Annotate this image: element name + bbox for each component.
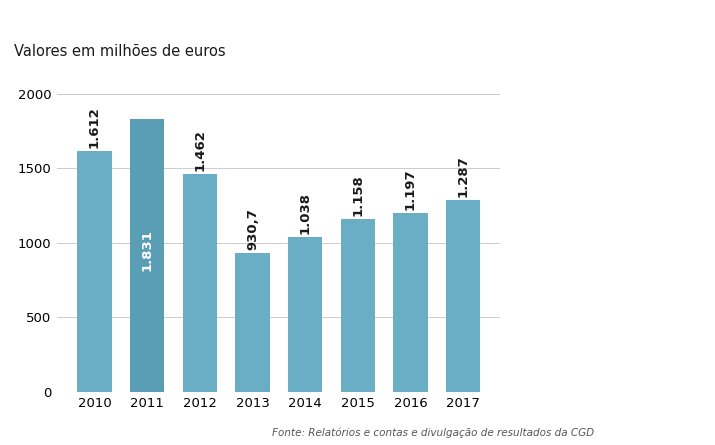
Text: Valores em milhões de euros: Valores em milhões de euros <box>14 44 226 60</box>
Text: 1.462: 1.462 <box>193 129 207 171</box>
Bar <box>235 253 270 392</box>
Text: 1.197: 1.197 <box>404 169 417 210</box>
Text: 1.038: 1.038 <box>299 192 312 234</box>
Bar <box>77 151 112 392</box>
Bar <box>446 200 480 392</box>
Bar <box>288 237 322 392</box>
Bar <box>183 174 217 392</box>
Text: 1.158: 1.158 <box>351 174 365 216</box>
Bar <box>393 213 428 392</box>
Text: 1.831: 1.831 <box>141 229 154 271</box>
Text: 1.612: 1.612 <box>88 107 101 148</box>
Bar <box>341 219 375 392</box>
Text: Fonte: Relatórios e contas e divulgação de resultados da CGD: Fonte: Relatórios e contas e divulgação … <box>272 428 594 438</box>
Text: 930,7: 930,7 <box>246 208 259 250</box>
Text: 1.287: 1.287 <box>457 155 470 197</box>
Bar <box>130 119 164 392</box>
